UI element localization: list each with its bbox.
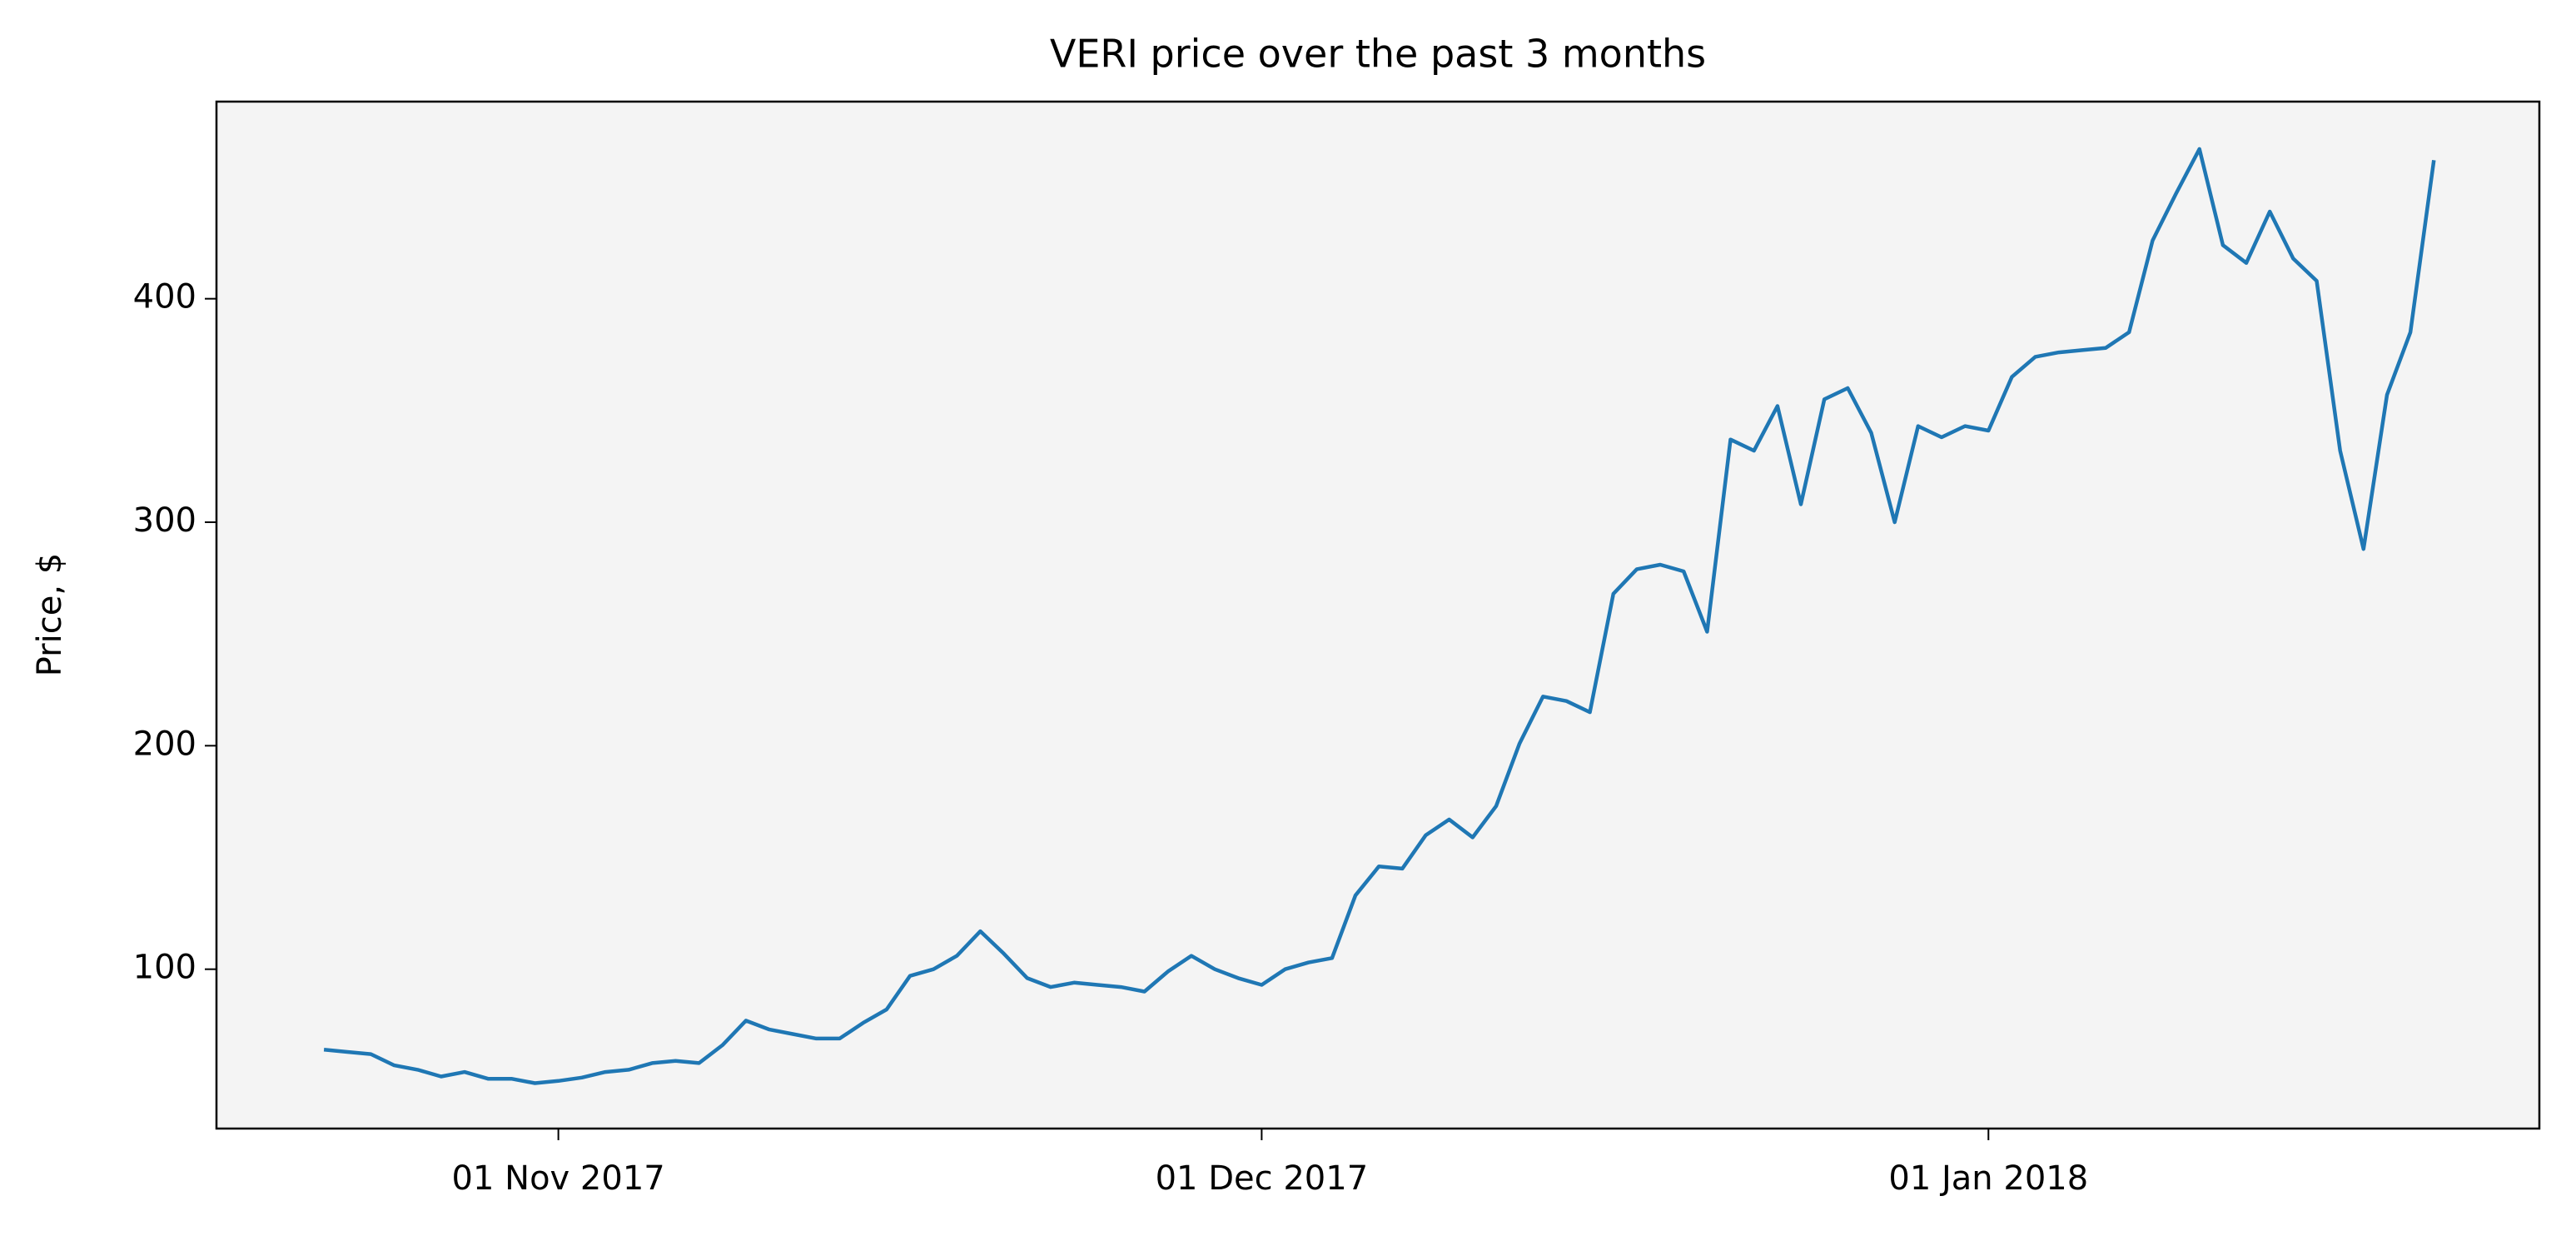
price-line [323,147,2436,1085]
y-tick-label: 100 [133,949,196,987]
y-tick-label: 200 [133,725,196,763]
x-tick-label: 01 Jan 2018 [1888,1159,2088,1198]
y-axis-label: Price, $ [31,553,69,676]
y-tick-label: 300 [133,501,196,540]
x-tick-label: 01 Nov 2017 [452,1159,665,1198]
chart-title: VERI price over the past 3 months [1050,32,1706,77]
plot-area [216,102,2539,1129]
y-tick-label: 400 [133,278,196,316]
axes-frame [215,100,2541,1130]
x-tick-label: 01 Dec 2017 [1156,1159,1369,1198]
